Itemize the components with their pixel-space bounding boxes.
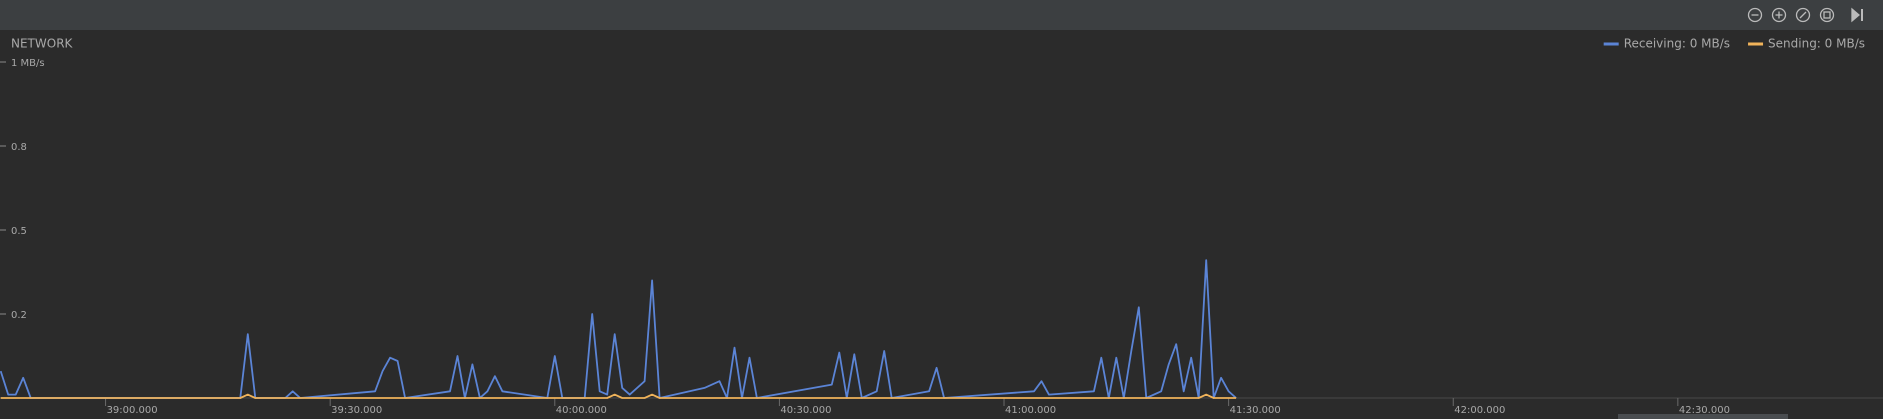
zoom-to-selection-button[interactable] xyxy=(1819,7,1835,23)
x-tick-label: 41:30.000 xyxy=(1230,405,1281,416)
zoom-in-button[interactable] xyxy=(1771,7,1787,23)
y-tick-label: 0.5 xyxy=(11,226,27,237)
y-tick-label: 0.8 xyxy=(11,142,27,153)
toolbar-icons xyxy=(1747,7,1863,23)
series-line xyxy=(0,393,1237,399)
x-tick-label: 41:00.000 xyxy=(1005,405,1056,416)
x-tick-label: 39:30.000 xyxy=(331,405,382,416)
chart-title: NETWORK xyxy=(11,37,74,51)
legend-label: Receiving: 0 MB/s xyxy=(1624,37,1730,51)
x-tick-label: 42:00.000 xyxy=(1454,405,1505,416)
y-tick-label: 0.2 xyxy=(11,310,27,321)
legend-label: Sending: 0 MB/s xyxy=(1768,37,1865,51)
x-tick-label: 39:00.000 xyxy=(107,405,158,416)
reset-zoom-button[interactable] xyxy=(1795,7,1811,23)
x-tick-label: 42:30.000 xyxy=(1679,405,1730,416)
scrollbar-thumb[interactable] xyxy=(1618,414,1788,419)
zoom-out-button[interactable] xyxy=(1747,7,1763,23)
series-line xyxy=(0,259,1237,399)
go-live-button[interactable] xyxy=(1851,7,1863,23)
y-tick-label: 1 MB/s xyxy=(11,58,45,69)
x-tick-label: 40:30.000 xyxy=(780,405,831,416)
toolbar xyxy=(0,0,1883,30)
x-tick-label: 40:00.000 xyxy=(556,405,607,416)
